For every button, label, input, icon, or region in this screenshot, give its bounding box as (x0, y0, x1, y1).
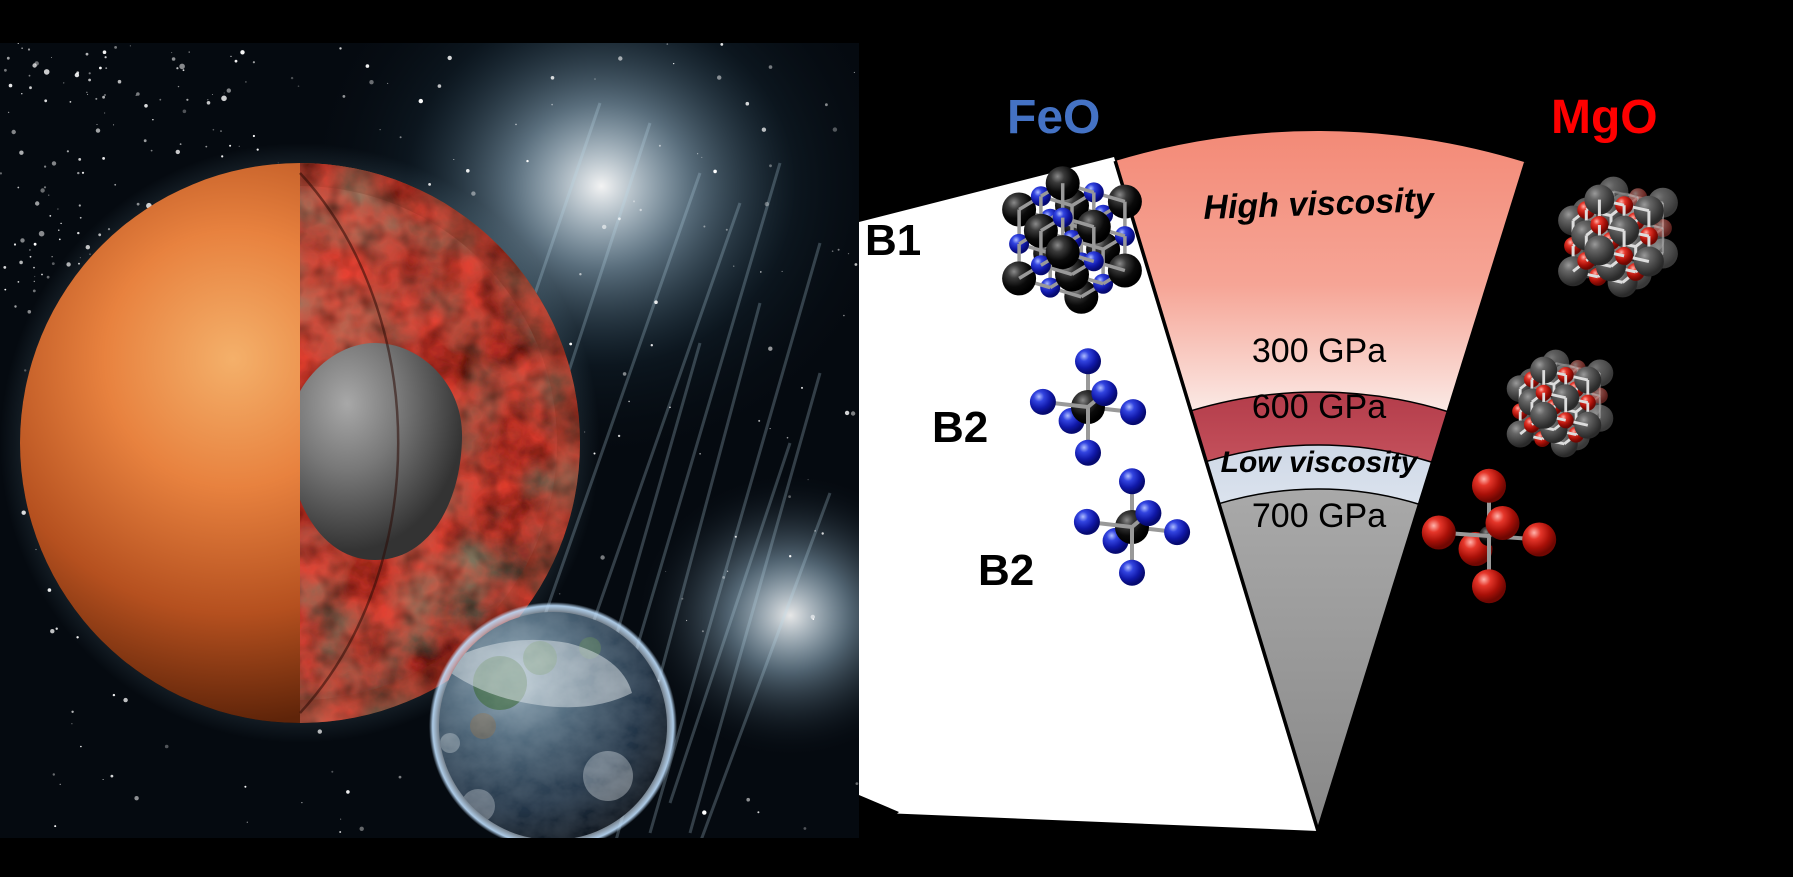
svg-text:600 GPa: 600 GPa (1252, 388, 1386, 426)
svg-text:700 GPa: 700 GPa (1252, 497, 1386, 535)
svg-text:B2: B2 (932, 403, 988, 452)
svg-text:300 GPa: 300 GPa (1252, 332, 1386, 370)
svg-text:MgO: MgO (1551, 91, 1658, 144)
svg-text:FeO: FeO (1007, 91, 1100, 144)
svg-text:High viscosity: High viscosity (1203, 181, 1437, 227)
svg-text:Low viscosity: Low viscosity (1221, 446, 1419, 479)
svg-text:B1: B1 (865, 216, 921, 265)
svg-text:B2: B2 (978, 546, 1034, 595)
